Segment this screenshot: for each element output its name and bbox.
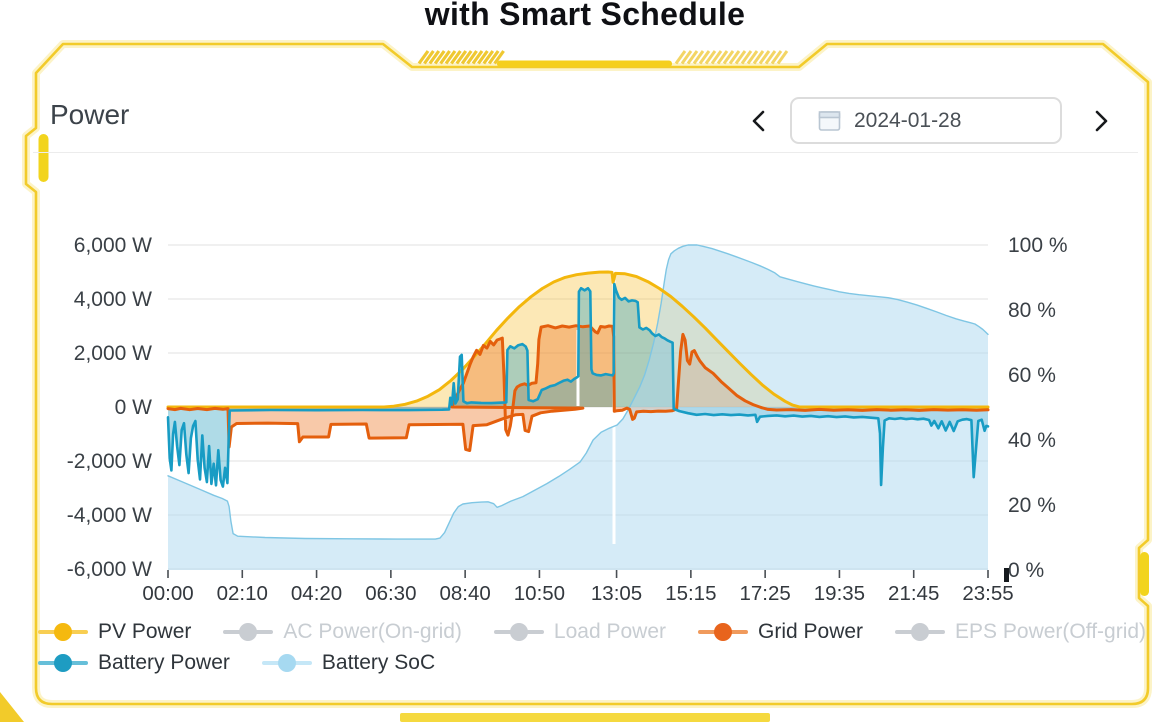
date-picker[interactable]: 2024-01-28 — [790, 97, 1062, 144]
eps-power-off-grid-marker — [895, 623, 946, 641]
series-line-grid-power — [166, 324, 990, 452]
hatch-stripes-left — [417, 50, 505, 65]
y-axis-left-label: 4,000 W — [74, 288, 152, 311]
calendar-icon — [818, 111, 841, 131]
y-axis-right-label: 0 % — [1008, 559, 1044, 582]
y-axis-right-label: 20 % — [1008, 494, 1056, 517]
legend-label: Load Power — [553, 620, 666, 643]
left-edge-pill — [38, 134, 49, 182]
page-title: with Smart Schedule — [424, 0, 746, 32]
x-axis-label: 17:25 — [739, 582, 790, 605]
bottom-left-triangle — [0, 692, 24, 722]
series-area-battery-soc — [168, 245, 988, 570]
grid-power-marker — [698, 623, 748, 641]
header-divider — [33, 152, 1138, 153]
series-area-pv-power — [168, 272, 988, 407]
y-axis-right-label: 40 % — [1008, 429, 1056, 452]
pv-power-marker — [38, 623, 88, 641]
y-axis-left-label: 6,000 W — [74, 234, 152, 257]
x-axis-label: 02:10 — [217, 582, 268, 605]
x-axis-label: 15:15 — [665, 582, 716, 605]
legend-item-grid-power[interactable]: Grid Power — [698, 620, 863, 644]
x-axis-label: 21:45 — [888, 582, 939, 605]
prev-day-button[interactable] — [742, 104, 776, 138]
y-axis-left-label: 0 W — [115, 396, 153, 419]
legend-item-battery-soc[interactable]: Battery SoC — [261, 651, 436, 675]
y-axis-left-label: -2,000 W — [67, 450, 152, 473]
x-axis-label: 23:55 — [962, 582, 1013, 605]
x-axis-label: 08:40 — [439, 582, 490, 605]
y-axis-right-label: 80 % — [1008, 299, 1056, 322]
data-gap — [612, 280, 616, 544]
legend-item-load-power[interactable]: Load Power — [493, 620, 666, 644]
series-area-grid-power — [168, 325, 988, 451]
data-gap — [576, 330, 580, 406]
top-notch-bar — [497, 60, 672, 67]
legend-item-pv-power[interactable]: PV Power — [38, 620, 191, 644]
legend-item-eps-power-off-grid[interactable]: EPS Power(Off-grid) — [895, 620, 1146, 644]
series-line-battery-power — [166, 282, 990, 488]
legend-row: Battery Power Battery SoC — [38, 651, 1146, 675]
series-line-pv-power — [166, 270, 990, 409]
battery-power-marker — [38, 654, 88, 672]
series-areas — [168, 245, 988, 570]
hatch-stripes-right — [674, 50, 789, 65]
legend-label: AC Power(On-grid) — [283, 620, 462, 643]
legend-row: PV Power AC Power(On-grid) Load Power Grid … — [38, 620, 1146, 644]
ac-power-on-grid-marker — [223, 623, 274, 641]
y-axis-left-label: -6,000 W — [67, 558, 152, 581]
battery-soc-marker — [261, 654, 312, 672]
next-day-button[interactable] — [1084, 104, 1118, 138]
card-heading: Power — [50, 99, 130, 130]
chevron-right-icon — [1095, 110, 1108, 132]
x-axis-label: 19:35 — [814, 582, 865, 605]
legend-label: PV Power — [98, 620, 192, 643]
axis-end-tick — [1004, 568, 1009, 582]
y-axis-right-label: 100 % — [1008, 234, 1068, 257]
legend-label: Battery SoC — [321, 651, 436, 674]
load-power-marker — [493, 623, 544, 641]
bottom-center-bar — [400, 713, 770, 722]
legend-item-ac-power-on-grid[interactable]: AC Power(On-grid) — [223, 620, 462, 644]
x-axis-label: 06:30 — [365, 582, 416, 605]
legend-label: Battery Power — [98, 651, 230, 674]
date-value: 2024-01-28 — [854, 108, 962, 132]
x-axis-label: 00:00 — [142, 582, 193, 605]
x-axis-label: 04:20 — [291, 582, 342, 605]
right-edge-pill — [1140, 552, 1149, 596]
legend-item-battery-power[interactable]: Battery Power — [38, 651, 230, 675]
legend-label: EPS Power(Off-grid) — [955, 620, 1147, 643]
chevron-left-icon — [752, 110, 765, 132]
x-axis-label: 10:50 — [514, 582, 565, 605]
y-axis-right-label: 60 % — [1008, 364, 1056, 387]
series-line-battery-soc — [167, 244, 989, 540]
y-axis-left-label: 2,000 W — [74, 342, 152, 365]
y-axis-left-label: -4,000 W — [67, 504, 152, 527]
chart-legend: PV Power AC Power(On-grid) Load Power Grid … — [38, 620, 1146, 682]
series-area-battery-power — [168, 284, 988, 487]
legend-label: Grid Power — [758, 620, 864, 643]
x-axis-label: 13:05 — [591, 582, 642, 605]
